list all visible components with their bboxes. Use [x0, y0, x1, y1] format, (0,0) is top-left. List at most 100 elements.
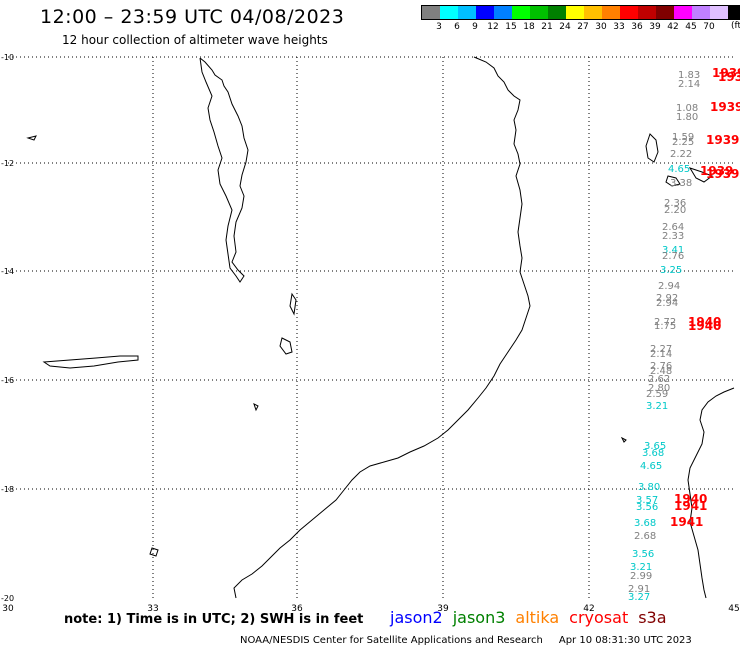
legend-swatch: [440, 6, 458, 19]
legend-label: 3: [436, 22, 442, 32]
legend-label: 15: [505, 22, 517, 32]
wave-height-value: 3.65: [644, 441, 666, 452]
satellite-legend: jason2 jason3 altika cryosat s3a: [390, 608, 677, 627]
satellite-s3a: s3a: [638, 608, 667, 627]
wave-height-value: 2.68: [634, 531, 656, 542]
legend-label: 42: [667, 22, 679, 32]
wave-height-value: 2.80: [648, 383, 670, 394]
observation-time: 1940: [688, 319, 721, 333]
legend-swatch: [710, 6, 728, 19]
footer-credit: NOAA/NESDIS Center for Satellite Applica…: [240, 635, 692, 646]
wave-height-value: 2.27: [650, 344, 672, 355]
credit-text: NOAA/NESDIS Center for Satellite Applica…: [240, 635, 543, 646]
wave-height-value: 1.80: [676, 112, 698, 123]
legend-swatch: [512, 6, 530, 19]
longitude-label: 33: [147, 604, 159, 614]
map-subtitle: 12 hour collection of altimeter wave hei…: [62, 33, 328, 47]
observation-times: 1939193919391939193919391940194019401941…: [670, 66, 740, 529]
longitude-label: 30: [2, 604, 14, 614]
wave-height-value: 2.91: [628, 584, 650, 595]
longitude-label: 45: [728, 604, 740, 614]
wave-height-value: 2.33: [662, 231, 684, 242]
legend-label: 12: [487, 22, 499, 32]
legend-label: 24: [559, 22, 571, 32]
legend-swatch: [584, 6, 602, 19]
wave-height-value: 1.83: [678, 70, 700, 81]
map-title: 12:00 – 23:59 UTC 04/08/2023: [40, 6, 345, 28]
wave-height-value: 3.21: [630, 562, 652, 573]
wave-height-value: 2.25: [672, 137, 694, 148]
wave-height-value: 3.56: [636, 502, 658, 513]
wave-height-value: 2.14: [650, 349, 672, 360]
satellite-altika: altika: [515, 608, 560, 627]
wave-height-value: 2.94: [658, 281, 680, 292]
wave-height-value: 2.59: [646, 389, 668, 400]
wave-height-value: 2.48: [650, 366, 672, 377]
legend-swatch: [566, 6, 584, 19]
wave-height-value: 3.68: [634, 518, 656, 529]
latitude-label: -20: [1, 594, 14, 603]
wave-height-value: 2.20: [664, 205, 686, 216]
legend-label: 27: [577, 22, 589, 32]
wave-height-value: 4.65: [640, 461, 662, 472]
madagascar-coast: [687, 387, 735, 599]
small-island: [253, 403, 259, 412]
legend-swatch: [458, 6, 476, 19]
observation-time: 1939: [706, 133, 739, 147]
observation-time: 1940: [688, 315, 721, 329]
mozambique-coast: [233, 56, 531, 599]
legend-unit: (ft): [731, 21, 740, 31]
wave-height-value: 3.25: [660, 265, 682, 276]
lake-bangweulu-fragment: [26, 135, 37, 141]
wave-height-value: 2.62: [648, 374, 670, 385]
wave-height-value: 3.80: [638, 482, 660, 493]
longitude-label: 36: [291, 604, 303, 614]
wave-height-value: 2.92: [656, 293, 678, 304]
satellite-jason3: jason3: [452, 608, 506, 627]
observation-time: 1939: [718, 70, 740, 84]
latitude-label: -14: [1, 267, 14, 276]
legend-label: 70: [703, 22, 715, 32]
wave-height-value: 3.21: [646, 401, 668, 412]
wave-height-value: 2.94: [656, 298, 678, 309]
legend-swatch: [476, 6, 494, 19]
lake-cahora-bassa: [42, 355, 139, 369]
legend-label: 36: [631, 22, 643, 32]
legend-swatch: [674, 6, 692, 19]
satellite-jason2: jason2: [390, 608, 443, 627]
legend-label: 6: [454, 22, 460, 32]
wave-height-value: 2.72: [654, 317, 676, 328]
wave-height-value: 1.59: [672, 132, 694, 143]
legend-label: 39: [649, 22, 661, 32]
wave-height-value: 1.75: [654, 321, 676, 332]
madagascar-north-tip: [688, 167, 714, 183]
wave-height-values: 1.832.141.081.801.592.252.224.653.382.36…: [628, 70, 700, 603]
observation-time: 1940: [674, 492, 707, 506]
lake-chiuta: [289, 292, 297, 316]
legend-label: 9: [472, 22, 478, 32]
wave-height-value: 3.27: [628, 592, 650, 603]
legend-swatch: [602, 6, 620, 19]
latitude-labels: -10 -12 -14 -16 -18 -20: [1, 53, 14, 603]
wave-height-value: 2.99: [630, 571, 652, 582]
legend-swatch: [530, 6, 548, 19]
observation-time: 1941: [670, 515, 703, 529]
legend-label: 45: [685, 22, 697, 32]
bassas-da-india: [620, 436, 627, 443]
observation-time: 1939: [710, 100, 740, 114]
latitude-label: -16: [1, 376, 14, 385]
legend-swatch: [728, 6, 740, 19]
generated-timestamp: Apr 10 08:31:30 UTC 2023: [558, 635, 692, 646]
wave-height-value: 3.68: [642, 448, 664, 459]
wave-height-value: 3.56: [632, 549, 654, 560]
wave-height-value: 2.76: [650, 361, 672, 372]
legend-swatch: [494, 6, 512, 19]
legend-color-bar: [421, 5, 740, 20]
latitude-label: -12: [1, 159, 14, 168]
wave-height-value: 3.38: [670, 178, 692, 189]
legend-label: 21: [541, 22, 553, 32]
coastline: [26, 56, 735, 599]
footer-note: note: 1) Time is in UTC; 2) SWH is in fe…: [64, 612, 364, 627]
legend-label: 30: [595, 22, 607, 32]
